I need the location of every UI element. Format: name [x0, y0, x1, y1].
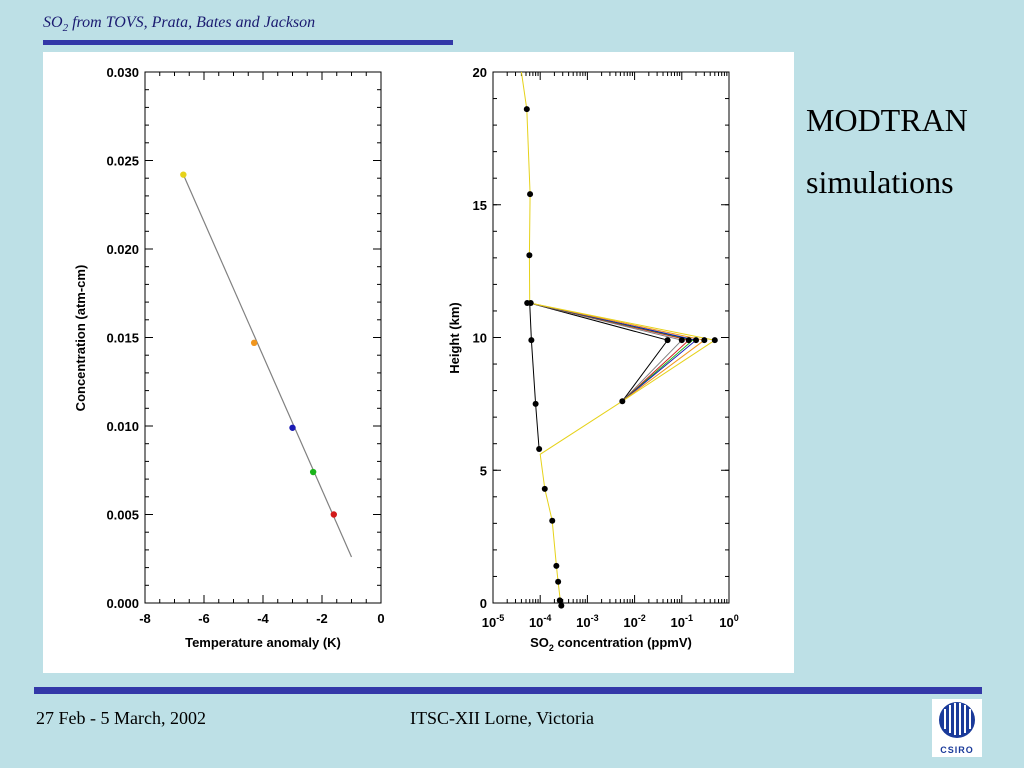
- right-data-point: [556, 597, 563, 604]
- slide-title: SO2 from TOVS, Prata, Bates and Jackson: [43, 14, 316, 35]
- right-data-point: [701, 337, 708, 344]
- csiro-emblem-icon: [939, 702, 975, 738]
- right-series-line: [529, 302, 717, 402]
- right-data-point: [527, 299, 534, 306]
- left-plot-frame: [144, 71, 382, 604]
- right-data-point: [549, 517, 556, 524]
- left-data-point: [289, 424, 296, 431]
- left-data-point: [250, 339, 258, 347]
- left-xtick-label: -4: [257, 611, 269, 626]
- right-xlabel: SO2 concentration (ppmV): [530, 635, 692, 653]
- right-xtick-label: 10-2: [623, 613, 645, 630]
- right-ytick-label: 5: [480, 463, 487, 478]
- right-profile-line-lower-yellow: [539, 400, 623, 604]
- right-xtick-label: 100: [719, 613, 738, 630]
- right-series-line: [529, 302, 690, 402]
- right-data-point: [555, 578, 562, 585]
- chart-panel: -8 -6 -4 -2 0 0.000 0.005 0.010 0.015 0.020 0.025 0…: [43, 52, 794, 673]
- footer-date: 27 Feb - 5 March, 2002: [36, 708, 206, 728]
- right-series-line: [529, 302, 694, 402]
- left-ylabel: Concentration (atm-cm): [73, 265, 88, 412]
- right-ytick-label: 20: [473, 65, 487, 80]
- right-ytick-label: 0: [480, 596, 487, 611]
- right-series-line: [529, 302, 698, 402]
- title-underline: [43, 40, 453, 45]
- right-data-point: [536, 446, 543, 453]
- right-data-point: [619, 398, 626, 405]
- right-xtick-label: 10-1: [671, 613, 693, 630]
- right-data-point: [526, 252, 533, 259]
- right-data-point: [527, 191, 534, 198]
- left-data-point: [330, 511, 337, 518]
- left-ytick-label: 0.005: [106, 508, 139, 523]
- right-data-point: [685, 337, 692, 344]
- left-data-point: [180, 171, 187, 178]
- right-ytick-label: 10: [473, 331, 487, 346]
- left-fit-line: [182, 174, 353, 558]
- left-xtick-label: -8: [139, 611, 151, 626]
- right-data-point: [558, 602, 565, 609]
- side-label-simulations: simulations: [806, 164, 954, 200]
- footer-event: ITSC-XII Lorne, Victoria: [410, 708, 595, 728]
- left-xtick-label: 0: [377, 611, 384, 626]
- left-ytick-label: 0.030: [106, 65, 139, 80]
- right-series-line: [529, 302, 706, 402]
- right-data-point: [541, 485, 548, 492]
- right-data-point: [523, 106, 530, 113]
- left-ytick-label: 0.015: [106, 331, 139, 346]
- footer-divider: [34, 687, 982, 694]
- side-label-modtran: MODTRAN: [806, 102, 968, 138]
- left-ytick-label: 0.010: [106, 419, 139, 434]
- logo-text: CSIRO: [940, 745, 974, 755]
- left-xtick-label: -6: [198, 611, 210, 626]
- right-data-point: [678, 337, 685, 344]
- left-ytick-label: 0.000: [106, 596, 139, 611]
- right-ytick-label: 15: [473, 198, 487, 213]
- right-xtick-label: 10-4: [529, 613, 551, 630]
- right-profile-line-lower-black: [529, 302, 540, 450]
- right-xtick-label: 10-3: [576, 613, 598, 630]
- right-data-point: [532, 400, 539, 407]
- left-ytick-label: 0.020: [106, 242, 139, 257]
- right-data-point: [664, 337, 671, 344]
- right-data-point: [553, 562, 560, 569]
- left-xtick-label: -2: [316, 611, 328, 626]
- chart-svg: -8 -6 -4 -2 0 0.000 0.005 0.010 0.015 0.020 0.025 0…: [73, 65, 739, 653]
- left-data-point: [309, 468, 317, 476]
- right-xtick-label: 10-5: [482, 613, 504, 630]
- left-ytick-label: 0.025: [106, 154, 139, 169]
- right-data-point: [693, 337, 700, 344]
- right-data-point: [711, 337, 718, 344]
- csiro-logo: CSIRO: [932, 699, 982, 757]
- right-data-point: [528, 337, 535, 344]
- right-ylabel: Height (km): [447, 302, 462, 374]
- left-xlabel: Temperature anomaly (K): [185, 635, 341, 650]
